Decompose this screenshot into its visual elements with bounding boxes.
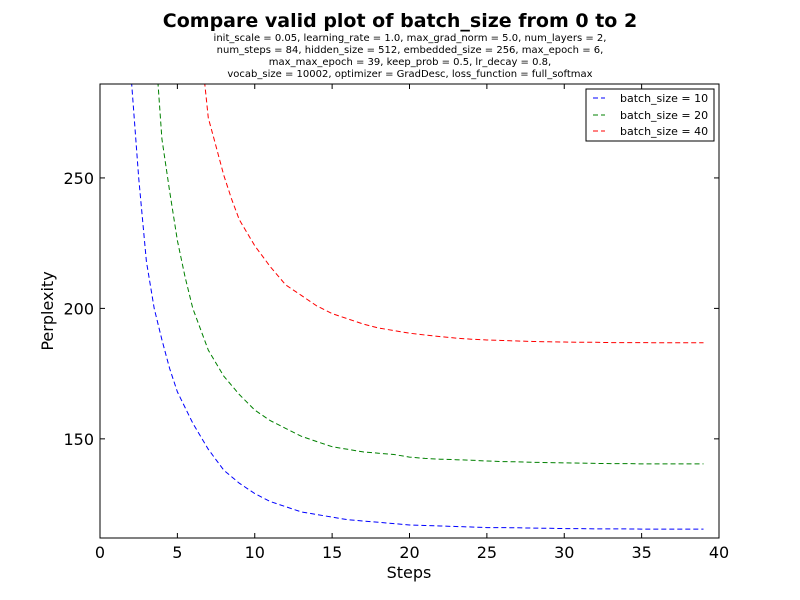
y-tick-label-200: 200 (63, 299, 94, 318)
x-axis-label: Steps (387, 563, 432, 582)
y-tick-label-250: 250 (63, 169, 94, 188)
x-tick-label-0: 0 (95, 543, 105, 562)
chart-subtitle-line-2: num_steps = 84, hidden_size = 512, embed… (217, 45, 604, 56)
series-layer (131, 84, 704, 530)
legend-label-batch-size-40: batch_size = 40 (620, 125, 708, 138)
x-tick-label-20: 20 (399, 543, 419, 562)
chart-title: Compare valid plot of batch_size from 0 … (163, 10, 637, 32)
legend: batch_size = 10 batch_size = 20 batch_si… (585, 88, 715, 142)
x-tick-label-5: 5 (172, 543, 182, 562)
chart-subtitle-line-4: vocab_size = 10002, optimizer = GradDesc… (227, 69, 592, 80)
legend-label-batch-size-10: batch_size = 10 (620, 92, 708, 105)
x-tick-label-40: 40 (709, 543, 729, 562)
chart-subtitle-line-3: max_max_epoch = 39, keep_prob = 0.5, lr_… (269, 57, 551, 68)
y-axis-label: Perplexity (38, 271, 57, 350)
x-tick-label-35: 35 (631, 543, 651, 562)
series-line-batch-size-40 (204, 84, 704, 344)
x-tick-label-25: 25 (477, 543, 497, 562)
x-tick-label-15: 15 (322, 543, 342, 562)
x-tick-label-10: 10 (245, 543, 265, 562)
tick-layer: 0 5 10 15 20 25 30 35 40 150 200 250 (63, 84, 729, 562)
x-tick-label-30: 30 (554, 543, 574, 562)
series-line-batch-size-20 (157, 84, 704, 465)
series-line-batch-size-10 (131, 84, 704, 530)
chart-subtitle-line-1: init_scale = 0.05, learning_rate = 1.0, … (214, 33, 607, 44)
legend-box (585, 88, 715, 142)
y-tick-label-150: 150 (63, 430, 94, 449)
legend-label-batch-size-20: batch_size = 20 (620, 109, 708, 122)
